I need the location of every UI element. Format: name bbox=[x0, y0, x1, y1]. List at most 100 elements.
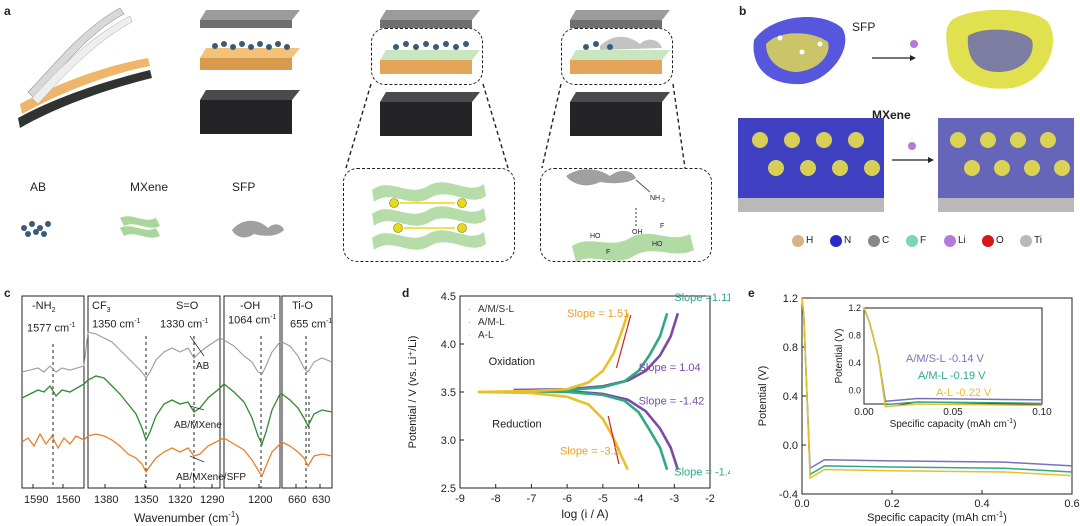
svg-text:F: F bbox=[606, 249, 610, 256]
svg-text:2: 2 bbox=[662, 198, 665, 204]
d-xtick-label: -6 bbox=[562, 493, 572, 505]
peak-guides bbox=[52, 336, 310, 488]
e-xtick-label: 0.6 bbox=[1064, 498, 1079, 510]
zoom-box-large-2 bbox=[540, 168, 712, 262]
svg-text:F: F bbox=[660, 223, 664, 230]
stack-mxene bbox=[380, 10, 480, 136]
peak-group-text: CF bbox=[92, 300, 107, 312]
peak-wn-sup: -1 bbox=[326, 318, 333, 325]
mxene-icon bbox=[120, 216, 160, 238]
c-tick-1350: 1350 bbox=[134, 494, 159, 506]
sfp-li-complex bbox=[946, 9, 1054, 89]
d-xtick-label: -3 bbox=[669, 493, 679, 505]
e-xtick-label: 0.2 bbox=[884, 498, 899, 510]
peak-group-nh2: -NH2 bbox=[32, 300, 55, 314]
d-legend-label-0: A/M/S-L bbox=[478, 304, 515, 315]
sfp-mxene-interface: NH 2 HO OH F F HO bbox=[566, 169, 694, 262]
svg-text:HO: HO bbox=[652, 241, 663, 248]
peak-wn-text: 1577 cm bbox=[27, 322, 70, 335]
d-annotation-5: Slope = -1.48 bbox=[674, 467, 730, 479]
mxene-slab-left bbox=[738, 118, 884, 212]
ab-icon bbox=[21, 221, 51, 237]
d-ylabel: Potential / V (vs. Li⁺/Li) bbox=[407, 336, 419, 449]
peak-wn-nh2: 1577 cm-1 bbox=[27, 322, 75, 335]
ftir-frame-1 bbox=[21, 295, 85, 489]
e-inset-xtick-label: 0.05 bbox=[943, 407, 963, 418]
d-legend-marker-2: · bbox=[468, 331, 471, 340]
d-series-ox-0 bbox=[513, 312, 680, 392]
peak-wn-sup: -1 bbox=[69, 322, 76, 329]
e-inset-xtick-label: 0.00 bbox=[854, 407, 874, 418]
atom-o-icon bbox=[982, 235, 994, 247]
d-legend-label-2: A-L bbox=[478, 330, 494, 341]
peak-wn-cf3: 1350 cm-1 bbox=[92, 318, 140, 331]
atom-f-icon bbox=[906, 235, 918, 247]
e-inset-label-2: A-L -0.22 V bbox=[936, 387, 992, 399]
e-inset-series-2 bbox=[863, 307, 1043, 408]
exploded-stack bbox=[200, 10, 300, 134]
peak-wn-sup: -1 bbox=[270, 314, 277, 321]
d-legend-label-1: A/M-L bbox=[478, 317, 505, 328]
mxene-slab-right bbox=[938, 118, 1074, 212]
component-label-ab: AB bbox=[30, 180, 47, 194]
c-xlabel-end: ) bbox=[235, 511, 240, 525]
stack-mxene-sfp bbox=[570, 10, 670, 136]
atom-ti-icon bbox=[1020, 235, 1032, 247]
peak-wn-text: 1350 cm bbox=[92, 318, 135, 331]
d-series-red-2 bbox=[477, 390, 630, 471]
arrow-icon-2 bbox=[892, 157, 934, 163]
e-ytick-label: -0.4 bbox=[779, 489, 798, 501]
d-legend-marker-1: · bbox=[468, 318, 471, 327]
peak-wn-text: 1064 cm bbox=[228, 314, 271, 327]
atom-legend: H N C F Li O Ti bbox=[792, 233, 1080, 253]
atom-c-icon bbox=[868, 235, 880, 247]
e-inset-xlabel: Specific capacity (mAh cm-1) bbox=[890, 418, 1017, 430]
d-legend-marker-0: · bbox=[468, 305, 471, 314]
li-ion-icon bbox=[910, 40, 918, 48]
atom-li-icon bbox=[944, 235, 956, 247]
c-tick-1380: 1380 bbox=[94, 494, 119, 506]
spectrum-ab-mxene bbox=[21, 375, 333, 446]
peak-wn-oh: 1064 cm-1 bbox=[228, 314, 276, 327]
d-annotation-7: Reduction bbox=[492, 419, 542, 431]
spectrum-label-ab: AB bbox=[196, 361, 210, 372]
atom-label-h: H bbox=[806, 235, 814, 246]
panel-label-b: b bbox=[739, 4, 747, 18]
spectrum-ab bbox=[21, 331, 333, 379]
d-ytick-label: 4.0 bbox=[441, 339, 456, 351]
e-inset-label-0: A/M/S-L -0.14 V bbox=[906, 353, 985, 365]
component-label-sfp: SFP bbox=[232, 180, 256, 194]
component-icons bbox=[21, 216, 284, 238]
atom-h-icon bbox=[792, 235, 804, 247]
atom-label-f: F bbox=[920, 235, 927, 246]
arrow-icon bbox=[872, 55, 916, 61]
peak-group-text: -NH bbox=[32, 300, 52, 312]
panel-b-illustration bbox=[738, 9, 1074, 212]
d-fit-line bbox=[615, 315, 632, 369]
peak-group-oh: -OH bbox=[240, 300, 261, 312]
peak-group-so: S=O bbox=[176, 300, 199, 312]
ftir-frame-2 bbox=[87, 295, 221, 489]
panel-label-c: c bbox=[4, 286, 11, 300]
d-fit-line bbox=[607, 415, 620, 465]
component-label-mxene: MXene bbox=[130, 180, 169, 194]
atom-label-n: N bbox=[844, 235, 852, 246]
d-annotation-0: Slope =1.11 bbox=[674, 292, 730, 304]
c-xlabel: Wavenumber (cm-1) bbox=[134, 510, 239, 525]
d-xtick-label: -7 bbox=[527, 493, 537, 505]
ftir-frame-3 bbox=[223, 295, 281, 489]
e-inset-ytick-label: 1.2 bbox=[848, 303, 861, 313]
d-xlabel: log (i / A) bbox=[561, 507, 608, 521]
svg-text:OH: OH bbox=[632, 229, 643, 236]
c-xlabel-sup: -1 bbox=[228, 510, 236, 519]
peak-wn-tio: 655 cm-1 bbox=[290, 318, 332, 331]
d-xtick-label: -4 bbox=[634, 493, 644, 505]
sfp-icon bbox=[232, 220, 284, 238]
c-tick-660: 660 bbox=[288, 494, 307, 506]
d-ytick-label: 3.0 bbox=[441, 435, 456, 447]
e-ytick-label: 1.2 bbox=[783, 293, 798, 305]
svg-text:NH: NH bbox=[650, 195, 660, 202]
peak-wn-text: 655 cm bbox=[290, 318, 327, 331]
d-xtick-label: -2 bbox=[705, 493, 715, 505]
peak-group-tio: Ti-O bbox=[292, 300, 313, 312]
